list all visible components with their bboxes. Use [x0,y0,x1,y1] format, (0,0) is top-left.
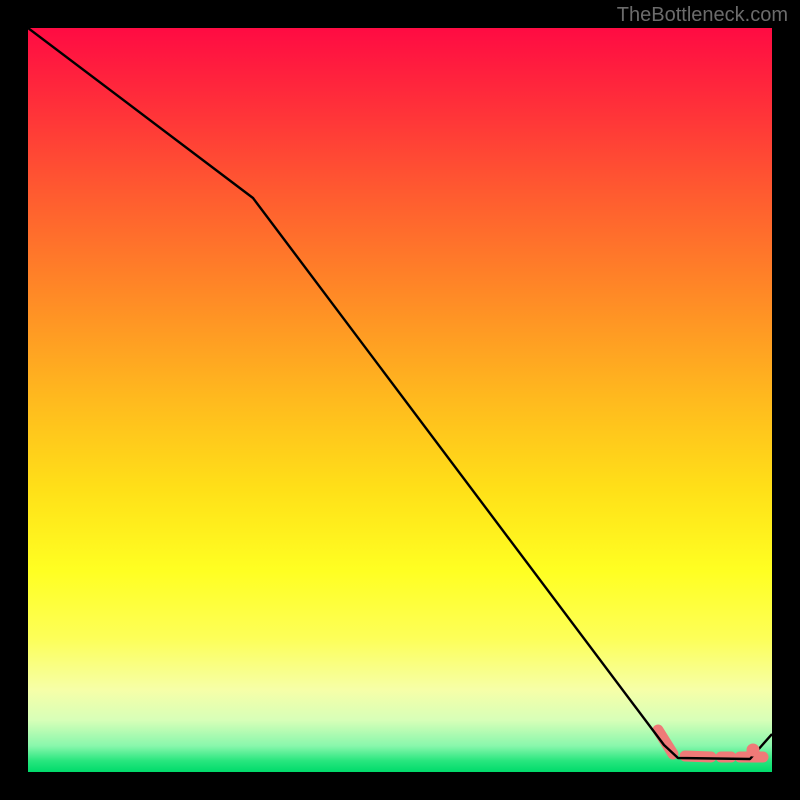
watermark-label: TheBottleneck.com [617,4,788,27]
plot-area [28,28,772,772]
chart-lines [28,28,772,772]
